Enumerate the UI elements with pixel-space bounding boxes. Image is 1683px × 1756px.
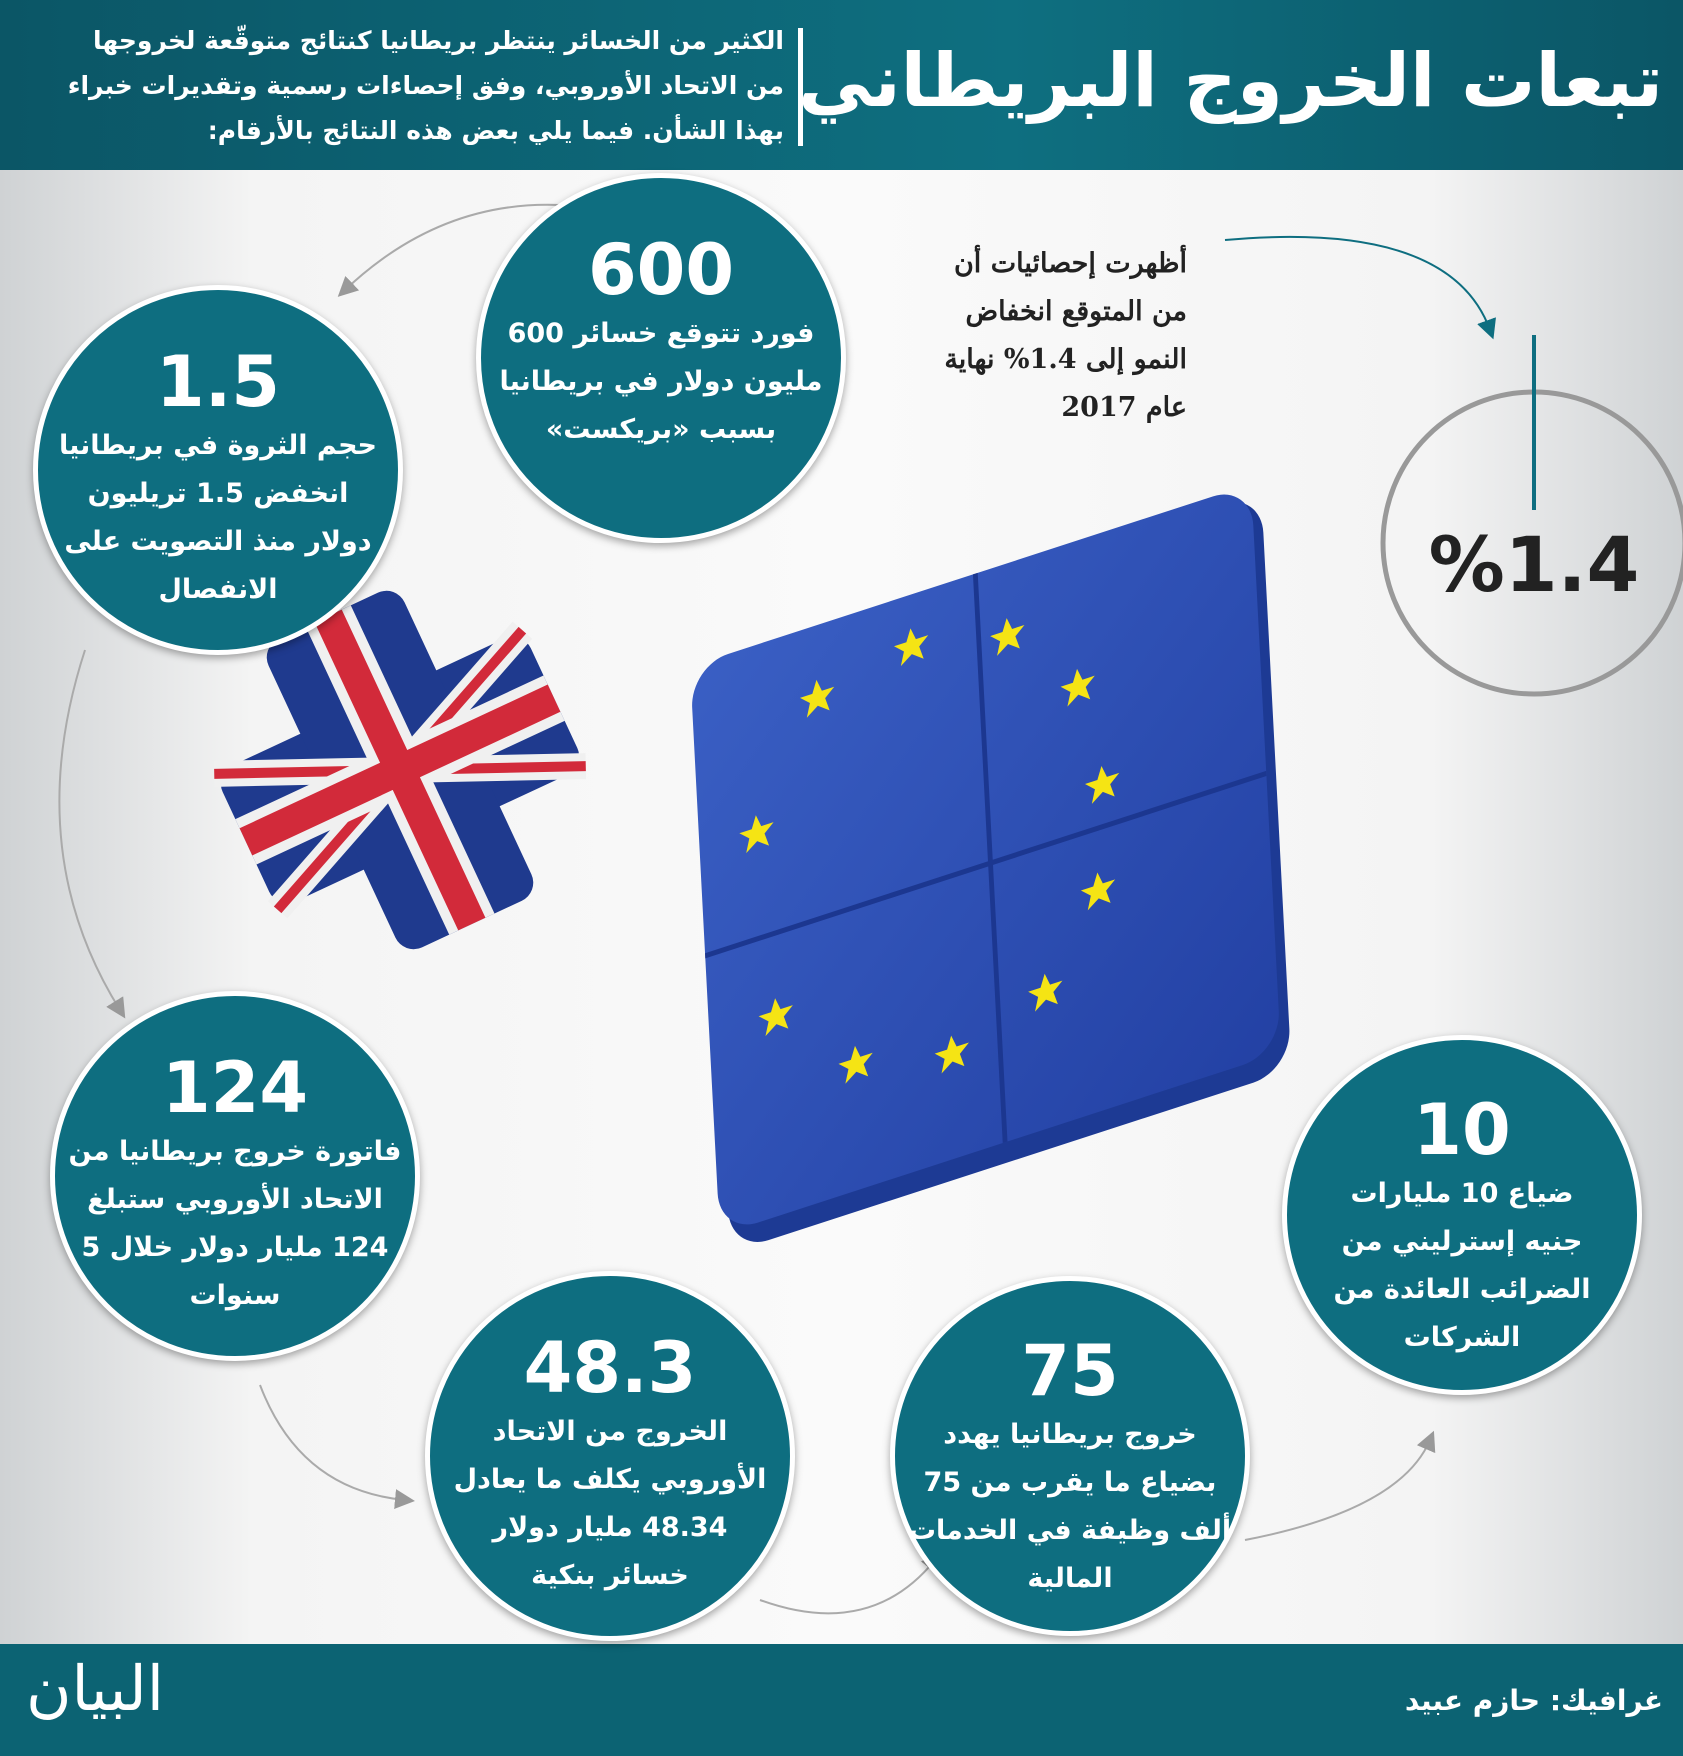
- fact-line: 48.34 مليار دولار: [492, 1511, 728, 1543]
- fact-line: فاتورة خروج بريطانيا من: [68, 1135, 402, 1167]
- fact-circle: 1.5 حجم الثروة في بريطانيا انخفض 1.5 تريلي…: [33, 285, 403, 655]
- arrows: [58, 203, 1496, 1615]
- footer: البيان غرافيك: حازم عبيد: [0, 1644, 1683, 1756]
- fact-number: 124: [161, 1046, 309, 1129]
- growth-value: %1.4: [1428, 520, 1640, 609]
- fact-number: 1.5: [155, 340, 280, 423]
- fact-line: بسبب «بريكست»: [545, 413, 777, 445]
- fact-line: الأوروبي يكلف ما يعادل: [453, 1463, 767, 1495]
- growth-text: أظهرت إحصائيات أن من المتوقع انخفاض النمو …: [944, 240, 1187, 432]
- fact-line: الضرائب العائدة من: [1333, 1274, 1591, 1306]
- fact-line: فورد تتوقع خسائر 600: [507, 317, 815, 349]
- growth-line: من المتوقع انخفاض: [965, 296, 1188, 327]
- header: تبعات الخروج البريطاني الكثير من الخسائر…: [0, 0, 1683, 170]
- growth-line: عام 2017: [1061, 392, 1187, 423]
- fact-circle: 10 ضياع 10 مليارات جنيه إسترليني من الضرائب…: [1282, 1035, 1642, 1395]
- fact-line: انخفض 1.5 تريليون: [87, 477, 349, 509]
- intro: الكثير من الخسائر ينتظر بريطانيا كنتائج …: [22, 18, 784, 153]
- title: تبعات الخروج البريطاني: [798, 38, 1663, 124]
- eu-puzzle: [692, 494, 1290, 1242]
- fact-line: دولار منذ التصويت على: [64, 525, 372, 557]
- fact-circle: 48.3 الخروج من الاتحاد الأوروبي يكلف ما يع…: [425, 1271, 795, 1641]
- fact-line: حجم الثروة في بريطانيا: [58, 429, 378, 461]
- fact-line: بضياع ما يقرب من 75: [923, 1467, 1217, 1499]
- fact-circle: 124 فاتورة خروج بريطانيا من الاتحاد الأورو…: [50, 991, 420, 1361]
- fact-line: المالية: [1027, 1563, 1113, 1595]
- fact-line: الشركات: [1403, 1322, 1521, 1354]
- fact-line: الانفصال: [158, 573, 278, 605]
- intro-line: بهذا الشأن. فيما يلي بعض هذه النتائج بال…: [207, 116, 784, 145]
- logo: البيان: [26, 1652, 164, 1725]
- fact-circle: 600 فورد تتوقع خسائر 600 مليون دولار في بر…: [476, 173, 846, 543]
- uk-piece: [213, 590, 587, 950]
- fact-number: 10: [1413, 1089, 1511, 1172]
- illustration: [58, 203, 1683, 1615]
- fact-line: خسائر بنكية: [531, 1559, 689, 1591]
- growth-line: أظهرت إحصائيات أن: [953, 248, 1187, 279]
- fact-line: جنيه إسترليني من: [1341, 1226, 1583, 1258]
- fact-line: خروج بريطانيا يهدد: [943, 1419, 1197, 1451]
- intro-line: من الاتحاد الأوروبي، وفق إحصاءات رسمية و…: [67, 71, 784, 100]
- fact-number: 48.3: [523, 1326, 697, 1409]
- fact-number: 75: [1021, 1330, 1119, 1413]
- divider: [798, 28, 803, 146]
- growth-line: النمو إلى 1.4% نهاية: [944, 344, 1187, 375]
- fact-line: الخروج من الاتحاد: [492, 1415, 728, 1447]
- fact-line: ضياع 10 مليارات: [1350, 1178, 1574, 1210]
- credit: غرافيك: حازم عبيد: [1404, 1684, 1663, 1717]
- fact-line: مليون دولار في بريطانيا: [499, 365, 823, 397]
- fact-line: سنوات: [189, 1279, 281, 1311]
- fact-line: ألف وظيفة في الخدمات: [908, 1515, 1232, 1547]
- fact-circle: 75 خروج بريطانيا يهدد بضياع ما يقرب من 75 أ…: [890, 1276, 1250, 1636]
- fact-line: 124 مليار دولار خلال 5: [81, 1231, 389, 1263]
- fact-line: الاتحاد الأوروبي ستبلغ: [87, 1183, 383, 1215]
- intro-line: الكثير من الخسائر ينتظر بريطانيا كنتائج …: [93, 26, 784, 55]
- fact-number: 600: [587, 228, 735, 311]
